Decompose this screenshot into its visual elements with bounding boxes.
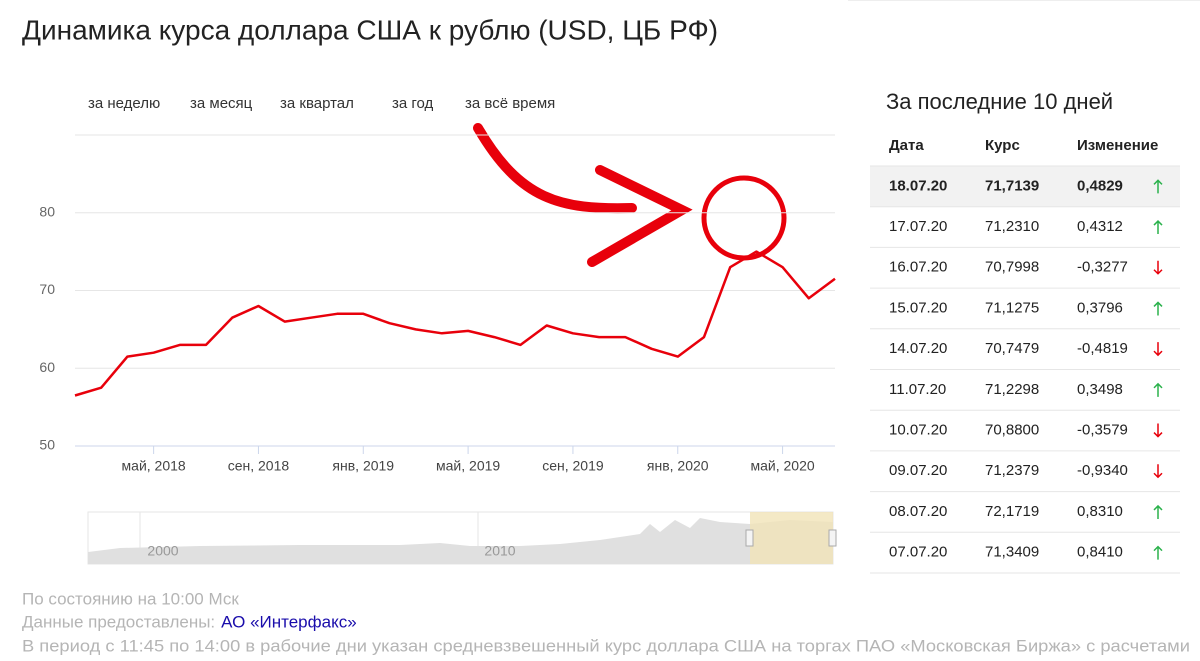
table-cell: 72,1719 [985,503,1039,520]
table-cell: 71,2379 [985,462,1039,479]
arrow-path [1153,260,1163,275]
x-tick-label: янв, 2020 [647,458,709,474]
table-cell: -0,4819 [1077,340,1128,357]
period-tab[interactable]: за всё время [465,95,555,112]
x-tick-label: сен, 2018 [228,458,290,474]
y-tick-label: 50 [39,437,55,453]
table-cell: 71,7139 [985,177,1039,194]
arrow-up [1153,382,1163,397]
arrow-path [1153,545,1163,560]
table-cell: 16.07.20 [889,259,947,276]
table-title: За последние 10 дней [886,89,1113,114]
table-cell: 0,4829 [1077,177,1123,194]
period-tab[interactable]: за неделю [88,95,160,112]
navigator-label: 2000 [147,543,178,559]
table-cell: 11.07.20 [889,381,946,398]
table-cell: 0,3498 [1077,381,1123,398]
table-cell: 0,3796 [1077,299,1123,316]
x-tick-label: май, 2020 [751,458,815,474]
table-cell: 14.07.20 [889,340,947,357]
arrow-path [1153,382,1163,397]
table-cell: -0,9340 [1077,462,1128,479]
arrow-up [1153,179,1163,194]
arrow-path [1153,219,1163,235]
arrow-up [1153,504,1163,519]
table-cell: 71,2310 [985,218,1039,235]
table-cell: 10.07.20 [889,422,947,439]
arrow-down [1153,260,1163,275]
arrow-down [1153,464,1163,479]
table-cell: 0,4312 [1077,218,1123,235]
arrow-path [1153,464,1163,479]
arrow-path [1153,301,1163,316]
y-tick-label: 80 [39,203,55,219]
table-cell: 09.07.20 [889,462,947,479]
table-cell: 07.07.20 [889,544,947,561]
table-cell: 71,1275 [985,299,1039,316]
table-cell: 17.07.20 [889,218,947,235]
x-tick-label: май, 2018 [122,458,186,474]
annotation [473,123,787,267]
table-cell: 18.07.20 [889,177,947,194]
table-cell: 71,3409 [985,544,1039,561]
column-header: Курс [985,137,1020,154]
x-tick-label: май, 2019 [436,458,500,474]
arrow-up [1153,301,1163,316]
period-tab[interactable]: за квартал [280,95,354,112]
column-header: Дата [889,137,924,154]
footer-status: По состоянию на 10:00 Мск [22,589,239,608]
column-header: Изменение [1077,137,1158,154]
x-tick-label: янв, 2019 [332,458,394,474]
arrow-path [1153,423,1163,438]
navigator-label: 2010 [484,543,515,559]
table-cell: -0,3277 [1077,259,1128,276]
arrow-path [1153,342,1163,357]
navigator [87,511,837,565]
table-cell: 70,7998 [985,259,1039,276]
row-highlight [870,166,1180,207]
period-tab[interactable]: за месяц [190,95,253,112]
arrow-up [1153,219,1163,235]
x-tick-label: сен, 2019 [542,458,604,474]
rate-line [74,250,836,397]
arrow-down [1153,423,1163,438]
table-cell: 15.07.20 [889,299,947,316]
arrow-path [1153,179,1163,194]
table-cell: 0,8410 [1077,544,1123,561]
page-title: Динамика курса доллара США к рублю (USD,… [22,14,718,45]
period-tab[interactable]: за год [392,95,434,112]
table-cell: -0,3579 [1077,422,1128,439]
arrow-path [1153,504,1163,519]
table-cell: 71,2298 [985,381,1039,398]
arrow-down [1153,342,1163,357]
table-cell: 0,8310 [1077,503,1123,520]
source-link[interactable]: АО «Интерфакс» [221,612,357,631]
table-cell: 70,7479 [985,340,1039,357]
arrow-up [1153,545,1163,560]
table-cell: 08.07.20 [889,503,947,520]
y-tick-label: 60 [39,359,55,375]
y-tick-label: 70 [39,281,55,297]
footer-source: Данные предоставлены: [22,612,215,631]
footer-note: В период с 11:45 по 14:00 в рабочие дни … [22,636,1190,655]
table-cell: 70,8800 [985,422,1039,439]
